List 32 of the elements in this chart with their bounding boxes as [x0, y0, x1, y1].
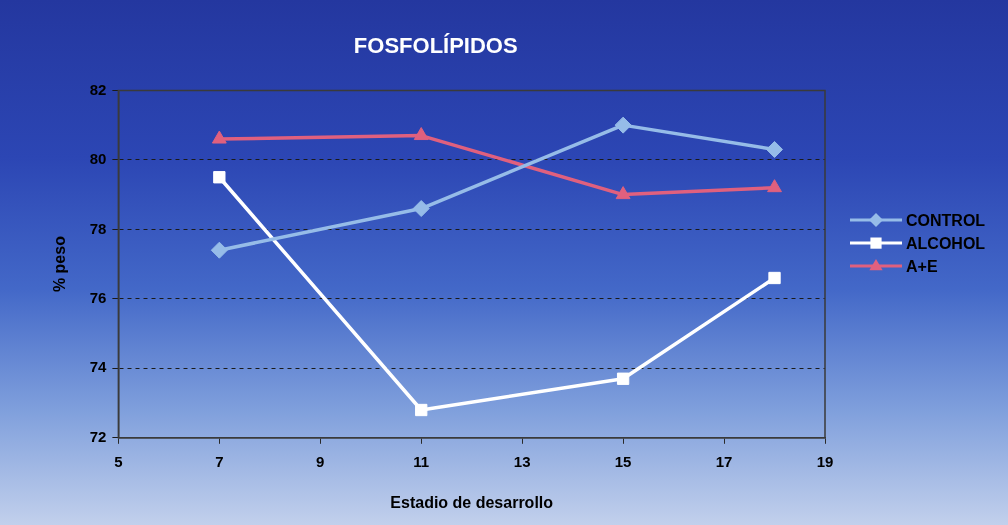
point: [415, 403, 428, 417]
point: [616, 372, 630, 385]
x-tick-label: 15: [614, 452, 632, 470]
legend-label: A+E: [906, 257, 938, 275]
point: [413, 127, 429, 141]
x-tick-label: 17: [715, 452, 733, 470]
y-tick-label: 72: [89, 427, 107, 445]
x-tick-label: 5: [114, 452, 123, 470]
point: [210, 241, 228, 259]
point: [211, 130, 227, 144]
point: [615, 186, 631, 200]
legend-label: ALCOHOL: [906, 234, 986, 252]
x-tick-label: 9: [316, 452, 325, 470]
y-tick-label: 76: [89, 288, 107, 306]
y-axis-title: % peso: [50, 235, 68, 293]
x-tick-label: 13: [513, 452, 531, 470]
point: [768, 271, 781, 285]
point: [614, 116, 632, 134]
x-tick-label: 7: [215, 452, 224, 470]
y-tick-label: 80: [89, 150, 107, 168]
y-tick-label: 74: [89, 358, 108, 376]
y-tick-label: 82: [89, 80, 107, 98]
point: [767, 179, 782, 193]
x-axis-title: Estadio de desarrollo: [390, 493, 554, 511]
legend-label: CONTROL: [906, 211, 986, 229]
x-tick-label: 19: [816, 452, 834, 470]
y-tick-label: 78: [89, 219, 107, 237]
point: [412, 200, 430, 218]
point: [766, 140, 784, 158]
point: [213, 171, 226, 184]
x-tick-label: 11: [413, 452, 430, 470]
chart-title: FOSFOLÍPIDOS: [353, 33, 518, 59]
